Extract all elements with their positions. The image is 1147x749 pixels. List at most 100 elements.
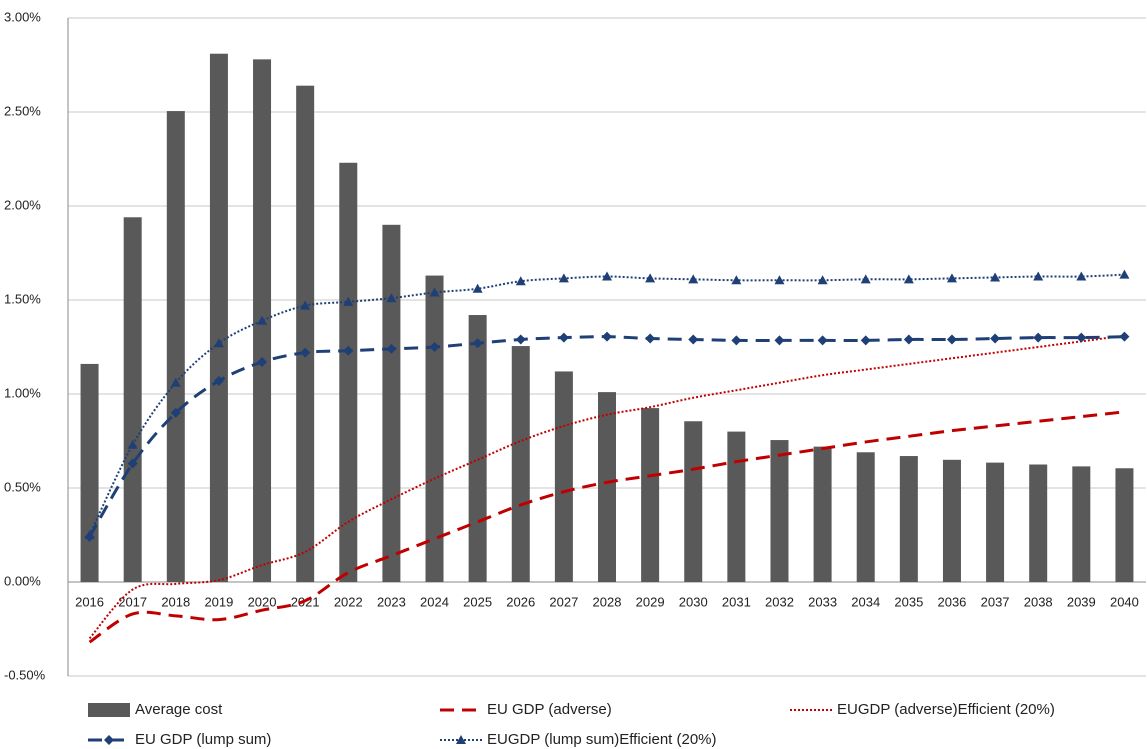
x-tick-label: 2018	[161, 594, 190, 609]
x-tick-label: 2027	[549, 594, 578, 609]
y-tick-label: 2.00%	[4, 197, 41, 212]
legend-label: EUGDP (adverse)Efficient (20%)	[837, 701, 1055, 718]
point	[860, 335, 871, 346]
legend-label: EUGDP (lump sum)Efficient (20%)	[487, 731, 717, 748]
bar	[598, 392, 616, 582]
bar	[986, 462, 1005, 582]
point	[1033, 271, 1044, 281]
bar	[856, 452, 875, 582]
bar	[1029, 464, 1048, 582]
y-tick-label: 3.00%	[4, 9, 41, 24]
x-tick-label: 2032	[765, 594, 794, 609]
bar	[1072, 466, 1091, 582]
bar	[554, 371, 573, 582]
x-tick-label: 2033	[808, 594, 837, 609]
y-tick-label: 1.50%	[4, 291, 41, 306]
point	[170, 407, 181, 418]
legend-marker	[456, 735, 466, 744]
x-tick-label: 2040	[1110, 594, 1139, 609]
bar	[942, 459, 961, 582]
point	[558, 332, 569, 343]
x-tick-label: 2024	[420, 594, 449, 609]
y-tick-label: 2.50%	[4, 103, 41, 118]
point	[1119, 269, 1130, 279]
x-tick-label: 2022	[334, 594, 363, 609]
point	[731, 275, 742, 285]
point	[903, 274, 914, 284]
point	[257, 357, 268, 368]
x-tick-label: 2036	[937, 594, 966, 609]
legend-label: EU GDP (lump sum)	[135, 731, 271, 748]
point	[213, 375, 224, 386]
point	[127, 458, 138, 469]
bar	[641, 408, 660, 582]
point	[515, 334, 526, 345]
point	[645, 273, 656, 283]
bar	[166, 111, 185, 582]
bar	[425, 275, 444, 582]
bar	[468, 315, 487, 582]
point	[257, 315, 268, 325]
bar	[684, 421, 703, 582]
point	[731, 335, 742, 346]
x-tick-label: 2029	[636, 594, 665, 609]
legend-label: Average cost	[135, 701, 223, 718]
x-tick-label: 2037	[981, 594, 1010, 609]
line	[88, 334, 1125, 640]
point	[990, 333, 1001, 344]
point	[170, 377, 181, 387]
x-tick-label: 2039	[1067, 594, 1096, 609]
bar	[123, 217, 142, 582]
point	[515, 276, 526, 286]
bar	[296, 85, 315, 583]
point	[300, 347, 311, 358]
line	[88, 410, 1125, 644]
x-tick-label: 2028	[593, 594, 622, 609]
point	[774, 275, 785, 285]
legend-swatch	[88, 703, 130, 717]
x-tick-label: 2034	[851, 594, 880, 609]
point	[903, 334, 914, 345]
point	[84, 530, 95, 539]
bar	[899, 456, 918, 582]
point	[127, 439, 138, 449]
y-tick-label: 0.00%	[4, 573, 41, 588]
bar	[80, 363, 99, 582]
x-tick-label: 2038	[1024, 594, 1053, 609]
bar	[511, 346, 530, 582]
point	[946, 334, 957, 345]
bar	[339, 162, 358, 582]
bar	[727, 431, 746, 582]
x-tick-label: 2025	[463, 594, 492, 609]
point	[602, 331, 612, 342]
y-tick-label: 0.50%	[4, 479, 41, 494]
point	[386, 293, 397, 303]
point	[343, 296, 354, 306]
x-tick-label: 2035	[894, 594, 923, 609]
point	[472, 283, 483, 293]
point	[602, 271, 612, 281]
bar	[770, 440, 789, 582]
bar	[382, 224, 401, 583]
point	[472, 338, 483, 349]
bar	[1115, 468, 1134, 582]
point	[817, 335, 828, 346]
x-tick-label: 2031	[722, 594, 751, 609]
legend-marker	[104, 735, 114, 745]
bar	[209, 53, 228, 583]
point	[688, 274, 699, 284]
x-tick-label: 2020	[248, 594, 277, 609]
x-tick-label: 2017	[118, 594, 147, 609]
y-tick-label: -0.50%	[4, 667, 46, 682]
x-tick-label: 2019	[204, 594, 233, 609]
point	[774, 335, 785, 346]
point	[688, 334, 699, 345]
point	[213, 338, 224, 348]
point	[817, 275, 828, 285]
point	[990, 272, 1001, 282]
x-tick-label: 2030	[679, 594, 708, 609]
point	[946, 273, 957, 283]
point	[860, 274, 871, 284]
point	[558, 273, 569, 283]
point	[1076, 332, 1087, 343]
